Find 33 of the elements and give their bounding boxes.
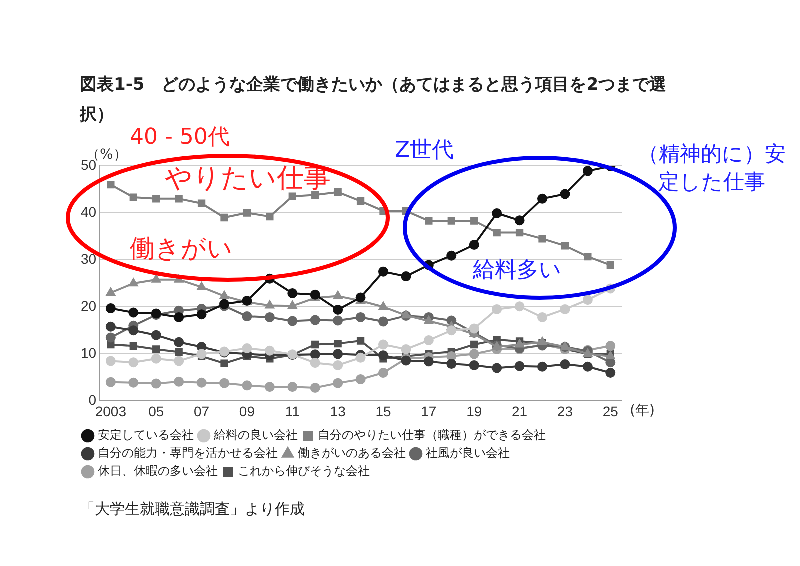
- legend-label: 社風が良い会社: [426, 446, 510, 460]
- legend-label: 安定している会社: [98, 428, 194, 442]
- text: 「大学生就職意識調査」より作成: [80, 500, 305, 519]
- text: 40 - 50代: [130, 124, 230, 152]
- legend-label: 休日、休暇の多い会社: [98, 464, 218, 478]
- y-tick-label: 40: [80, 204, 97, 220]
- x-tick-label: 13: [330, 403, 346, 420]
- annotation: 給料多い: [473, 257, 562, 285]
- x-tick-label: 17: [421, 403, 437, 420]
- legend-label: これから伸びそうな会社: [238, 464, 370, 478]
- legend-label: 自分の能力・専門を活かせる会社: [98, 446, 278, 460]
- y-tick-label: 30: [80, 250, 97, 267]
- x-tick-label: 21: [512, 403, 528, 420]
- y-tick-label: 20: [80, 298, 97, 314]
- x-axis-title: (年): [630, 402, 655, 419]
- x-tick-label: 23: [557, 403, 574, 420]
- x-tick-label: 09: [239, 403, 256, 420]
- y-tick-label: 0: [88, 392, 97, 408]
- x-tick-label: 11: [285, 403, 300, 420]
- y-tick-label: 10: [80, 345, 97, 362]
- legend-label: 働きがいのある会社: [298, 446, 406, 460]
- x-tick-label: 2003: [95, 403, 127, 420]
- x-tick-label: 07: [194, 403, 210, 420]
- legend-label: 給料の良い会社: [213, 428, 298, 442]
- x-tick-label: 25: [602, 403, 619, 420]
- text: （精神的に）安定した仕事: [637, 141, 787, 196]
- x-tick-label: 19: [466, 403, 482, 420]
- x-tick-label: 05: [148, 403, 164, 420]
- annotation: 働きがい: [130, 233, 233, 265]
- legend-label: 自分のやりたい仕事（職種）ができる会社: [318, 428, 546, 442]
- text: Z世代: [395, 137, 454, 165]
- chart-title: 図表1-5 どのような企業で働きたいか（あてはまると思う項目を2つまで選択）: [80, 75, 667, 125]
- x-tick-label: 15: [376, 403, 392, 420]
